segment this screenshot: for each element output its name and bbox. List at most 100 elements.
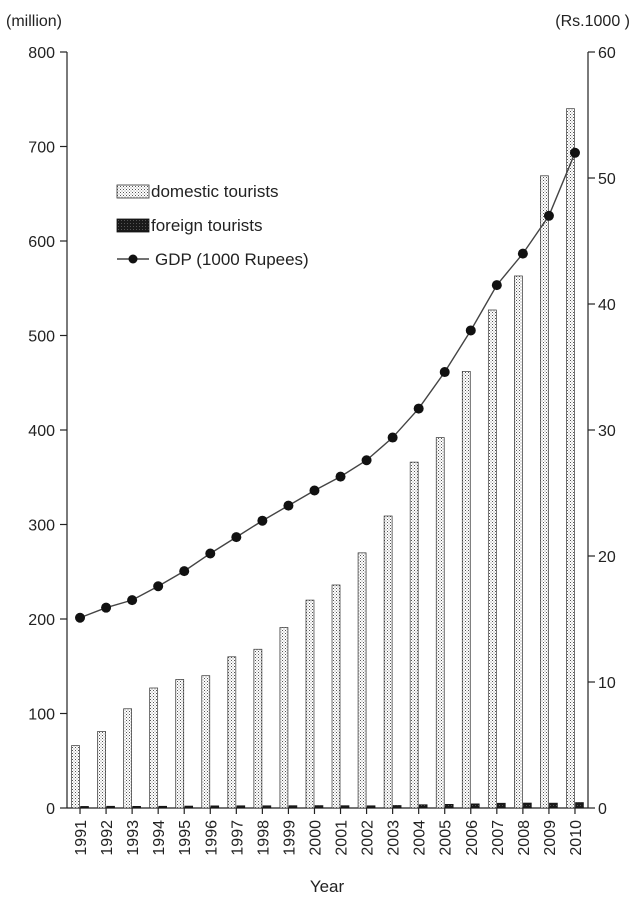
x-tick-label: 2007 <box>490 820 507 856</box>
x-tick-label: 2002 <box>360 820 377 856</box>
domestic-tourists-bar <box>487 309 497 809</box>
foreign-tourists-bar <box>158 805 167 809</box>
foreign-tourists-bar <box>184 805 194 809</box>
foreign-tourists-bar <box>106 805 115 809</box>
x-tick-label: 1999 <box>281 820 298 856</box>
x-tick-label: 1997 <box>229 820 246 856</box>
right-tick-label: 10 <box>598 675 616 692</box>
gdp-point <box>413 403 424 414</box>
bar-series <box>71 108 584 809</box>
gdp-point <box>101 602 112 613</box>
x-tick-label: 1998 <box>255 820 272 856</box>
gdp-point <box>127 595 138 606</box>
foreign-tourists-bar <box>418 804 428 809</box>
foreign-tourists-bar <box>80 806 89 809</box>
foreign-tourists-bar <box>288 805 298 809</box>
x-tick-label: 1993 <box>125 820 142 856</box>
left-tick-label: 800 <box>28 45 55 62</box>
legend-label-foreign: foreign tourists <box>151 216 263 235</box>
gdp-point <box>205 548 216 559</box>
right-y-axis: 0 10 20 30 40 50 60 <box>588 45 616 818</box>
legend-swatch-domestic <box>116 184 150 199</box>
gdp-point <box>231 532 242 543</box>
domestic-tourists-bar <box>331 584 341 809</box>
x-tick-label: 2001 <box>334 820 351 856</box>
gdp-point <box>517 248 528 259</box>
foreign-tourists-bar <box>210 805 220 809</box>
left-tick-label: 200 <box>28 612 55 629</box>
x-axis-title: Year <box>310 877 345 896</box>
foreign-tourists-bar <box>392 805 402 809</box>
x-tick-label: 2000 <box>307 820 324 856</box>
domestic-tourists-bar <box>435 437 445 809</box>
gdp-point <box>543 210 554 221</box>
domestic-tourists-bar <box>149 687 159 809</box>
domestic-tourists-bar <box>123 708 132 809</box>
domestic-tourists-bar <box>383 515 393 809</box>
right-tick-label: 30 <box>598 423 616 440</box>
foreign-tourists-bar <box>366 805 376 809</box>
foreign-tourists-bar <box>262 805 272 809</box>
x-tick-label: 2008 <box>516 820 533 856</box>
legend-label-domestic: domestic tourists <box>151 182 279 201</box>
gdp-point <box>439 367 450 378</box>
left-tick-label: 600 <box>28 234 55 251</box>
foreign-tourists-bar <box>236 805 246 809</box>
domestic-tourists-bar <box>540 175 549 809</box>
domestic-tourists-bar <box>97 731 106 809</box>
gdp-point <box>569 147 580 158</box>
x-tick-label: 1991 <box>73 820 90 856</box>
gdp-point <box>335 471 346 482</box>
left-axis-unit: (million) <box>6 13 62 30</box>
foreign-tourists-bar <box>470 803 480 809</box>
legend-swatch-foreign <box>116 218 150 233</box>
right-tick-label: 0 <box>598 801 607 818</box>
foreign-tourists-bar <box>549 802 558 809</box>
legend-swatch-gdp-marker <box>128 254 138 264</box>
x-axis: 1991 1992 1993 1994 1995 1996 1997 1998 1999 2000… <box>73 808 585 856</box>
foreign-tourists-bar <box>314 805 324 809</box>
gdp-line-series <box>75 147 580 623</box>
domestic-tourists-bar <box>514 275 523 809</box>
gdp-point <box>75 612 86 623</box>
domestic-tourists-bar <box>175 679 185 809</box>
gdp-point <box>491 280 502 291</box>
domestic-tourists-bar <box>566 108 575 809</box>
domestic-tourists-bar <box>461 371 471 809</box>
domestic-tourists-bar <box>253 648 263 809</box>
domestic-tourists-bar <box>357 552 367 809</box>
right-tick-label: 40 <box>598 297 616 314</box>
domestic-tourists-bar <box>279 627 289 809</box>
gdp-line <box>79 152 576 619</box>
left-tick-label: 500 <box>28 329 55 346</box>
x-tick-label: 1995 <box>177 820 194 856</box>
right-tick-label: 60 <box>598 45 616 62</box>
x-tick-label: 2005 <box>438 820 455 856</box>
gdp-point <box>179 566 190 577</box>
gdp-point <box>153 581 164 592</box>
x-tick-label: 2004 <box>412 820 429 856</box>
gdp-point <box>283 500 294 511</box>
gdp-point <box>257 515 268 526</box>
gdp-point <box>309 485 320 496</box>
foreign-tourists-bar <box>340 805 350 809</box>
foreign-tourists-bar <box>575 802 584 809</box>
left-tick-label: 700 <box>28 140 55 157</box>
legend: domestic tourists foreign tourists GDP (… <box>116 182 309 269</box>
x-tick-label: 1992 <box>99 820 116 856</box>
gdp-point <box>387 432 398 443</box>
x-tick-label: 2009 <box>542 820 559 856</box>
left-tick-label: 100 <box>28 707 55 724</box>
gdp-point <box>361 455 372 466</box>
foreign-tourists-bar <box>523 802 532 809</box>
gdp-point <box>465 325 476 336</box>
right-tick-label: 50 <box>598 171 616 188</box>
x-tick-label: 1994 <box>151 820 168 856</box>
legend-label-gdp: GDP (1000 Rupees) <box>155 250 309 269</box>
foreign-tourists-bar <box>444 804 454 809</box>
domestic-tourists-bar <box>305 599 315 809</box>
x-tick-label: 2010 <box>568 820 585 856</box>
domestic-tourists-bar <box>201 675 211 809</box>
left-tick-label: 400 <box>28 423 55 440</box>
